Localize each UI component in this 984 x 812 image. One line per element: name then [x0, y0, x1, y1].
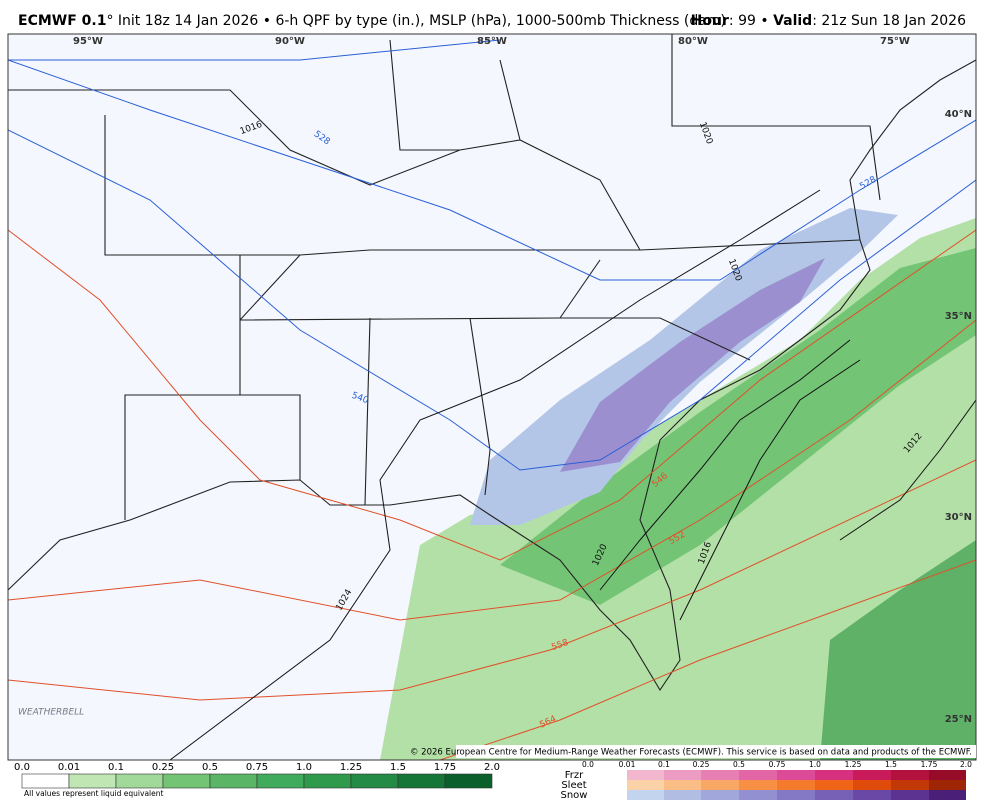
type-swatch	[664, 790, 701, 800]
type-swatch	[777, 790, 815, 800]
separator: •	[760, 13, 768, 29]
header-line: ECMWF 0.1° Init 18z 14 Jan 2026 • 6-h QP…	[18, 13, 726, 29]
rain-swatch	[397, 773, 446, 789]
thickness-contours	[8, 39, 976, 760]
rain-tick: 1.25	[340, 762, 362, 773]
type-label: Snow	[561, 790, 588, 801]
type-swatch	[664, 770, 701, 780]
rain-note: All values represent liquid equivalent	[24, 789, 163, 798]
latitude-label: 35°N	[945, 311, 972, 322]
type-tick: 0.75	[769, 760, 786, 769]
type-swatch	[739, 770, 777, 780]
type-swatch	[739, 790, 777, 800]
type-swatch	[815, 770, 853, 780]
type-tick: 0.0	[582, 760, 594, 769]
type-swatch	[627, 780, 664, 790]
rain-tick: 0.5	[202, 762, 218, 773]
type-swatch	[853, 770, 891, 780]
rain-swatch	[350, 773, 399, 789]
rain-swatch	[21, 773, 70, 789]
latitude-label: 40°N	[945, 109, 972, 120]
rain-tick: 2.0	[484, 762, 500, 773]
hour: 99	[738, 13, 756, 29]
rain-tick: 0.01	[58, 762, 80, 773]
rain-tick: 0.25	[152, 762, 174, 773]
rain-tick: 1.75	[434, 762, 456, 773]
isobars	[169, 189, 976, 760]
longitude-label: 90°W	[275, 36, 305, 47]
init: Init 18z 14 Jan 2026	[118, 13, 258, 29]
type-swatch	[815, 780, 853, 790]
rain-swatch	[115, 773, 164, 789]
type-tick: 0.1	[658, 760, 670, 769]
type-swatch	[701, 770, 739, 780]
longitude-label: 75°W	[880, 36, 910, 47]
rain-swatch	[444, 773, 493, 789]
rain-tick: 0.0	[14, 762, 30, 773]
type-swatch	[853, 780, 891, 790]
type-tick: 1.5	[885, 760, 897, 769]
type-tick: 0.01	[619, 760, 636, 769]
type-swatch	[891, 780, 929, 790]
type-swatch	[929, 770, 966, 780]
legend: 0.0 0.01 0.1 0.25 0.5 0.75 1.0 1.25 1.5 1.75 2.0 Al…	[14, 760, 972, 801]
valid-line: Hour: 99 • Valid: 21z Sun 18 Jan 2026	[691, 13, 966, 29]
boundaries	[8, 34, 976, 692]
hour-label: Hour	[691, 13, 729, 29]
map: WEATHERBELL © 2026 European Centre for M…	[7, 33, 977, 761]
longitude-label: 85°W	[477, 36, 507, 47]
rain-swatch	[303, 773, 352, 789]
rain-area-heavy	[500, 248, 976, 605]
rain-swatch	[256, 773, 305, 789]
type-swatch	[929, 790, 966, 800]
rain-swatch	[162, 773, 211, 789]
longitude-label: 95°W	[73, 36, 103, 47]
type-swatch	[929, 780, 966, 790]
type-swatch	[891, 790, 929, 800]
type-swatch	[627, 790, 664, 800]
longitude-label: 80°W	[678, 36, 708, 47]
product: 6-h QPF by type (in.), MSLP (hPa), 1000-…	[275, 13, 725, 29]
rain-tick: 0.1	[108, 762, 124, 773]
rain-tick: 1.5	[390, 762, 406, 773]
latitude-label: 25°N	[945, 714, 972, 725]
latitude-label: 30°N	[945, 512, 972, 523]
type-swatch	[853, 790, 891, 800]
rain-tick: 1.0	[296, 762, 312, 773]
degree: °	[106, 13, 113, 29]
type-tick: 1.25	[845, 760, 862, 769]
rain-swatch	[68, 773, 117, 789]
credit: © 2026 European Centre for Medium-Range …	[410, 748, 972, 758]
type-tick: 2.0	[960, 760, 972, 769]
type-swatch	[777, 780, 815, 790]
type-swatch	[777, 770, 815, 780]
rain-swatch	[209, 773, 258, 789]
type-swatch	[701, 780, 739, 790]
map-frame	[7, 33, 977, 761]
valid-label: Valid	[773, 13, 812, 29]
type-swatch	[815, 790, 853, 800]
type-swatch	[701, 790, 739, 800]
type-label: Frzr	[565, 770, 584, 781]
valid: 21z Sun 18 Jan 2026	[821, 13, 966, 29]
separator: •	[263, 13, 271, 29]
type-tick: 0.25	[693, 760, 710, 769]
type-tick: 0.5	[733, 760, 745, 769]
type-swatch	[739, 780, 777, 790]
type-swatch	[891, 770, 929, 780]
rain-area-heavy	[820, 540, 976, 760]
type-label: Sleet	[561, 780, 586, 791]
type-tick: 1.75	[921, 760, 938, 769]
credit-bg	[456, 745, 976, 758]
logo: WEATHERBELL	[18, 708, 84, 718]
type-swatch	[664, 780, 701, 790]
snow-area-heavy	[560, 258, 825, 472]
type-tick: 1.0	[809, 760, 821, 769]
type-swatch	[627, 770, 664, 780]
title: ECMWF 0.1	[18, 13, 106, 29]
rain-tick: 0.75	[246, 762, 268, 773]
